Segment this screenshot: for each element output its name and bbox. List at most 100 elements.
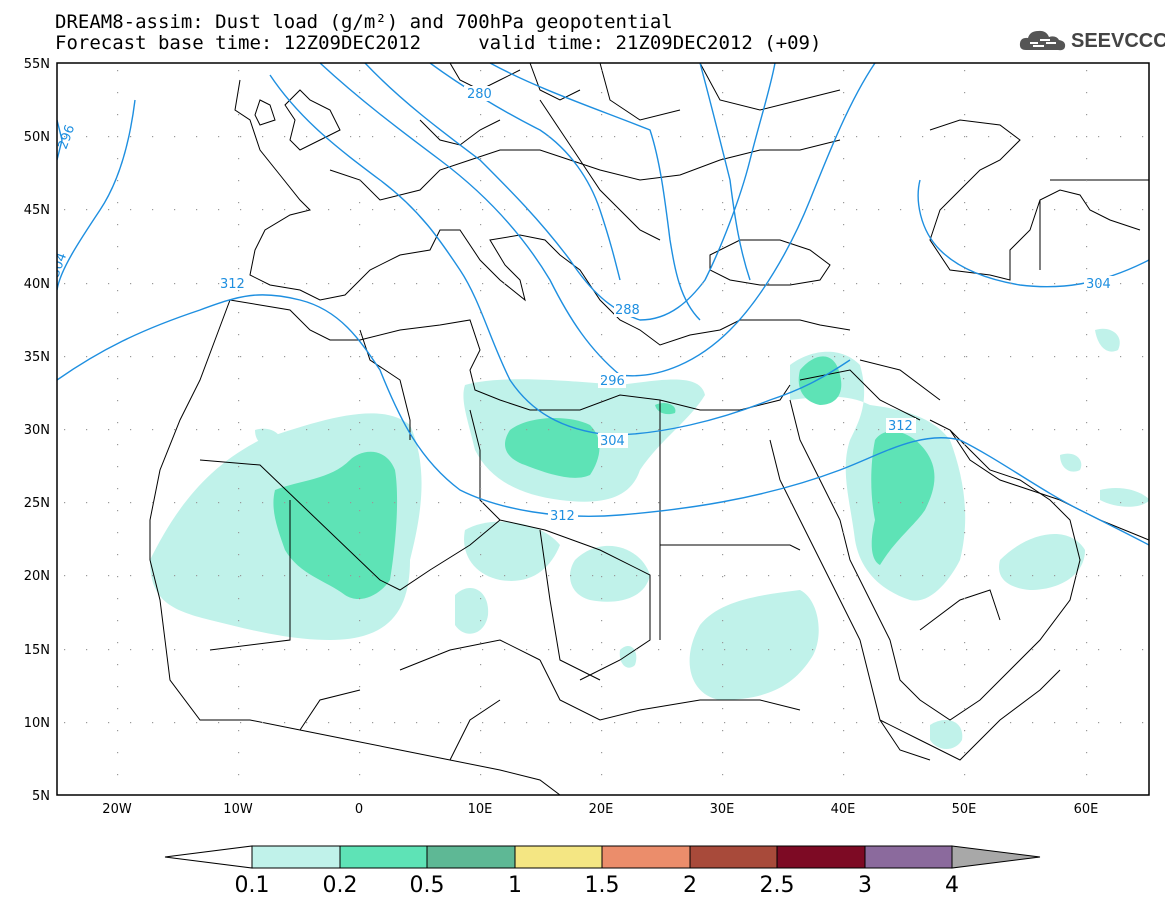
grid-dot <box>482 209 484 211</box>
grid-dot <box>614 649 616 651</box>
grid-dot <box>480 642 482 644</box>
grid-dot <box>238 752 240 754</box>
grid-dot <box>722 114 724 116</box>
grid-dot <box>238 532 240 534</box>
grid-dot <box>526 722 528 724</box>
grid-dot <box>306 136 308 138</box>
grid-dot <box>680 356 682 358</box>
grid-dot <box>878 429 880 431</box>
grid-dot <box>359 554 361 556</box>
grid-dot <box>1010 722 1012 724</box>
grid-dot <box>238 664 240 666</box>
grid-dot <box>722 202 724 204</box>
grid-dot <box>238 466 240 468</box>
grid-dot <box>636 136 638 138</box>
grid-dot <box>614 356 616 358</box>
lat-label: 55N <box>24 57 50 72</box>
grid-dot <box>218 575 220 577</box>
grid-dot <box>988 356 990 358</box>
grid-dot <box>394 356 396 358</box>
grid-dot <box>359 620 361 622</box>
grid-dot <box>944 209 946 211</box>
grid-dot <box>359 422 361 424</box>
grid-dot <box>416 136 418 138</box>
grid-dot <box>658 283 660 285</box>
grid-dot <box>152 502 154 504</box>
grid-dot <box>790 136 792 138</box>
grid-dot <box>964 598 966 600</box>
grid-dot <box>944 502 946 504</box>
grid-dot <box>722 356 724 358</box>
grid-dot <box>900 283 902 285</box>
grid-dot <box>702 209 704 211</box>
grid-dot <box>964 334 966 336</box>
grid-dot <box>1120 209 1122 211</box>
grid-dot <box>359 92 361 94</box>
grid-dot <box>722 664 724 666</box>
grid-dot <box>480 532 482 534</box>
grid-dot <box>843 554 845 556</box>
grid-dot <box>480 730 482 732</box>
grid-dot <box>964 730 966 732</box>
grid-dot <box>117 92 119 94</box>
grid-dot <box>988 649 990 651</box>
grid-dot <box>174 649 176 651</box>
grid-dot <box>117 158 119 160</box>
grid-dot <box>1086 356 1088 358</box>
grid-dot <box>722 378 724 380</box>
grid-dot <box>238 444 240 446</box>
grid-dot <box>601 70 603 72</box>
grid-dot <box>768 429 770 431</box>
grid-dot <box>328 722 330 724</box>
grid-dot <box>900 136 902 138</box>
grid-dot <box>636 722 638 724</box>
grid-dot <box>1142 649 1144 651</box>
grid-dot <box>394 649 396 651</box>
grid-dot <box>117 422 119 424</box>
grid-dot <box>834 502 836 504</box>
grid-dot <box>964 202 966 204</box>
grid-dot <box>680 283 682 285</box>
grid-dot <box>394 502 396 504</box>
grid-dot <box>262 209 264 211</box>
grid-dot <box>601 158 603 160</box>
grid-dot <box>350 356 352 358</box>
grid-dot <box>262 649 264 651</box>
grid-dot <box>964 290 966 292</box>
grid-dot <box>416 356 418 358</box>
grid-dot <box>1098 502 1100 504</box>
grid-dot <box>722 158 724 160</box>
grid-dot <box>601 642 603 644</box>
grid-dot <box>1086 686 1088 688</box>
grid-dot <box>856 209 858 211</box>
grid-dot <box>1010 209 1012 211</box>
grid-dot <box>680 722 682 724</box>
grid-dot <box>117 730 119 732</box>
grid-dot <box>1086 268 1088 270</box>
grid-dot <box>372 649 374 651</box>
grid-dot <box>238 202 240 204</box>
grid-dot <box>86 356 88 358</box>
grid-dot <box>964 532 966 534</box>
grid-dot <box>238 642 240 644</box>
grid-dot <box>843 334 845 336</box>
grid-dot <box>592 649 594 651</box>
grid-dot <box>480 400 482 402</box>
grid-dot <box>108 429 110 431</box>
grid-dot <box>1086 532 1088 534</box>
grid-dot <box>922 502 924 504</box>
grid-dot <box>790 209 792 211</box>
grid-dot <box>964 774 966 776</box>
grid-dot <box>680 136 682 138</box>
grid-dot <box>1086 202 1088 204</box>
grid-dot <box>359 158 361 160</box>
grid-dot <box>856 722 858 724</box>
grid-dot <box>130 209 132 211</box>
grid-dot <box>964 378 966 380</box>
grid-dot <box>601 510 603 512</box>
grid-dot <box>964 466 966 468</box>
grid-dot <box>117 642 119 644</box>
grid-dot <box>601 444 603 446</box>
grid-dot <box>218 429 220 431</box>
grid-dot <box>834 575 836 577</box>
